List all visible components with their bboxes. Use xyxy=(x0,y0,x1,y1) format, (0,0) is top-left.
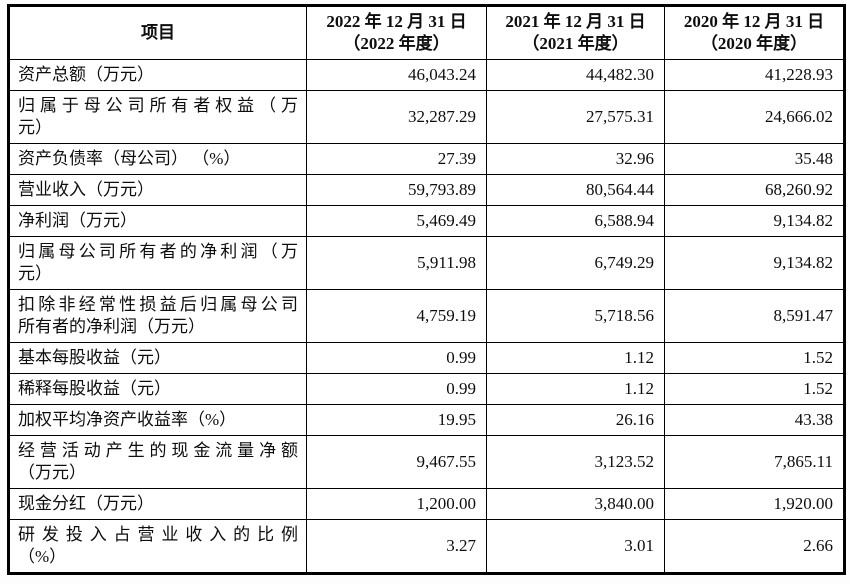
row-item-label: 研发投入占营业收入的比例 （%） xyxy=(8,519,307,574)
period-date: 2020 年 12 月 31 日 xyxy=(683,12,825,31)
row-value: 5,911.98 xyxy=(306,236,487,290)
column-header-period-2021: 2021 年 12 月 31 日 （2021 年度） xyxy=(486,5,665,60)
row-value: 32,287.29 xyxy=(306,90,487,144)
table-row: 归属于母公司所有者权益（万 元） 32,287.29 27,575.31 24,666.… xyxy=(8,90,845,144)
row-value: 32.96 xyxy=(486,143,665,175)
label-line: 归属于母公司所有者权益（万 xyxy=(18,96,298,115)
table-row: 加权平均净资产收益率（%） 19.95 26.16 43.38 xyxy=(8,404,845,436)
row-value: 7,865.11 xyxy=(664,435,845,489)
row-value: 1,920.00 xyxy=(664,488,845,520)
label-line: 扣除非经常性损益后归属母公司 xyxy=(18,295,298,314)
row-value: 24,666.02 xyxy=(664,90,845,144)
row-value: 1.52 xyxy=(664,342,845,374)
row-value: 0.99 xyxy=(306,373,487,405)
label-line: 资产总额（万元） xyxy=(18,65,154,84)
financial-summary-table: 项目 2022 年 12 月 31 日 （2022 年度） 2021 年 12 … xyxy=(7,4,846,575)
table-row: 资产负债率（母公司） （%） 27.39 32.96 35.48 xyxy=(8,143,845,175)
period-date: 2022 年 12 月 31 日 xyxy=(326,12,467,31)
column-header-period-2022: 2022 年 12 月 31 日 （2022 年度） xyxy=(306,5,487,60)
row-value: 6,588.94 xyxy=(486,205,665,237)
label-line: 归属母公司所有者的净利润（万 xyxy=(18,242,298,261)
row-value: 46,043.24 xyxy=(306,59,487,91)
row-item-label: 加权平均净资产收益率（%） xyxy=(8,404,307,436)
row-value: 3,840.00 xyxy=(486,488,665,520)
table-row: 扣除非经常性损益后归属母公司 所有者的净利润（万元） 4,759.19 5,718.5… xyxy=(8,289,845,343)
row-item-label: 归属母公司所有者的净利润（万 元） xyxy=(8,236,307,290)
row-value: 6,749.29 xyxy=(486,236,665,290)
row-value: 3,123.52 xyxy=(486,435,665,489)
column-header-item: 项目 xyxy=(8,5,307,60)
table-row: 研发投入占营业收入的比例 （%） 3.27 3.01 2.66 xyxy=(8,519,845,574)
label-line: （万元） xyxy=(18,463,86,482)
period-year: （2020 年度） xyxy=(700,34,808,53)
period-year: （2022 年度） xyxy=(343,34,450,53)
label-line: 资产负债率（母公司） （%） xyxy=(18,149,241,168)
row-value: 1.12 xyxy=(486,342,665,374)
row-value: 19.95 xyxy=(306,404,487,436)
row-item-label: 归属于母公司所有者权益（万 元） xyxy=(8,90,307,144)
header-row: 项目 2022 年 12 月 31 日 （2022 年度） 2021 年 12 … xyxy=(8,5,845,60)
label-line: 现金分红（万元） xyxy=(18,494,154,513)
table-body: 资产总额（万元） 46,043.24 44,482.30 41,228.93 归属于母公… xyxy=(8,59,845,574)
row-value: 44,482.30 xyxy=(486,59,665,91)
table-row: 现金分红（万元） 1,200.00 3,840.00 1,920.00 xyxy=(8,488,845,520)
table-row: 稀释每股收益（元） 0.99 1.12 1.52 xyxy=(8,373,845,405)
row-value: 1.12 xyxy=(486,373,665,405)
label-line: （%） xyxy=(18,547,67,566)
row-value: 0.99 xyxy=(306,342,487,374)
period-date: 2021 年 12 月 31 日 xyxy=(505,12,646,31)
column-header-period-2020: 2020 年 12 月 31 日 （2020 年度） xyxy=(664,5,845,60)
row-value: 3.01 xyxy=(486,519,665,574)
row-item-label: 资产总额（万元） xyxy=(8,59,307,91)
label-line: 元） xyxy=(18,264,52,283)
table-row: 资产总额（万元） 46,043.24 44,482.30 41,228.93 xyxy=(8,59,845,91)
row-value: 43.38 xyxy=(664,404,845,436)
label-line: 净利润（万元） xyxy=(18,211,137,230)
row-item-label: 净利润（万元） xyxy=(8,205,307,237)
table-row: 营业收入（万元） 59,793.89 80,564.44 68,260.92 xyxy=(8,174,845,206)
row-value: 26.16 xyxy=(486,404,665,436)
row-item-label: 经营活动产生的现金流量净额 （万元） xyxy=(8,435,307,489)
label-line: 基本每股收益（元） xyxy=(18,348,171,367)
table-row: 基本每股收益（元） 0.99 1.12 1.52 xyxy=(8,342,845,374)
label-line: 元） xyxy=(18,118,52,137)
row-item-label: 现金分红（万元） xyxy=(8,488,307,520)
table-row: 经营活动产生的现金流量净额 （万元） 9,467.55 3,123.52 7,865.1… xyxy=(8,435,845,489)
label-line: 加权平均净资产收益率（%） xyxy=(18,410,237,429)
row-value: 9,134.82 xyxy=(664,236,845,290)
label-line: 营业收入（万元） xyxy=(18,180,154,199)
label-line: 研发投入占营业收入的比例 xyxy=(18,525,298,544)
row-value: 2.66 xyxy=(664,519,845,574)
row-value: 35.48 xyxy=(664,143,845,175)
row-value: 27,575.31 xyxy=(486,90,665,144)
table-row: 净利润（万元） 5,469.49 6,588.94 9,134.82 xyxy=(8,205,845,237)
row-item-label: 扣除非经常性损益后归属母公司 所有者的净利润（万元） xyxy=(8,289,307,343)
row-value: 9,134.82 xyxy=(664,205,845,237)
row-value: 1,200.00 xyxy=(306,488,487,520)
table-row: 归属母公司所有者的净利润（万 元） 5,911.98 6,749.29 9,134.82 xyxy=(8,236,845,290)
row-value: 5,718.56 xyxy=(486,289,665,343)
row-value: 41,228.93 xyxy=(664,59,845,91)
row-value: 59,793.89 xyxy=(306,174,487,206)
row-item-label: 资产负债率（母公司） （%） xyxy=(8,143,307,175)
row-value: 5,469.49 xyxy=(306,205,487,237)
row-value: 27.39 xyxy=(306,143,487,175)
row-item-label: 基本每股收益（元） xyxy=(8,342,307,374)
label-line: 所有者的净利润（万元） xyxy=(18,317,205,336)
row-value: 80,564.44 xyxy=(486,174,665,206)
label-line: 经营活动产生的现金流量净额 xyxy=(18,441,298,460)
row-item-label: 营业收入（万元） xyxy=(8,174,307,206)
row-item-label: 稀释每股收益（元） xyxy=(8,373,307,405)
row-value: 4,759.19 xyxy=(306,289,487,343)
row-value: 3.27 xyxy=(306,519,487,574)
label-line: 稀释每股收益（元） xyxy=(18,379,171,398)
table-header: 项目 2022 年 12 月 31 日 （2022 年度） 2021 年 12 … xyxy=(8,5,845,60)
period-year: （2021 年度） xyxy=(522,34,629,53)
row-value: 1.52 xyxy=(664,373,845,405)
row-value: 9,467.55 xyxy=(306,435,487,489)
row-value: 8,591.47 xyxy=(664,289,845,343)
row-value: 68,260.92 xyxy=(664,174,845,206)
